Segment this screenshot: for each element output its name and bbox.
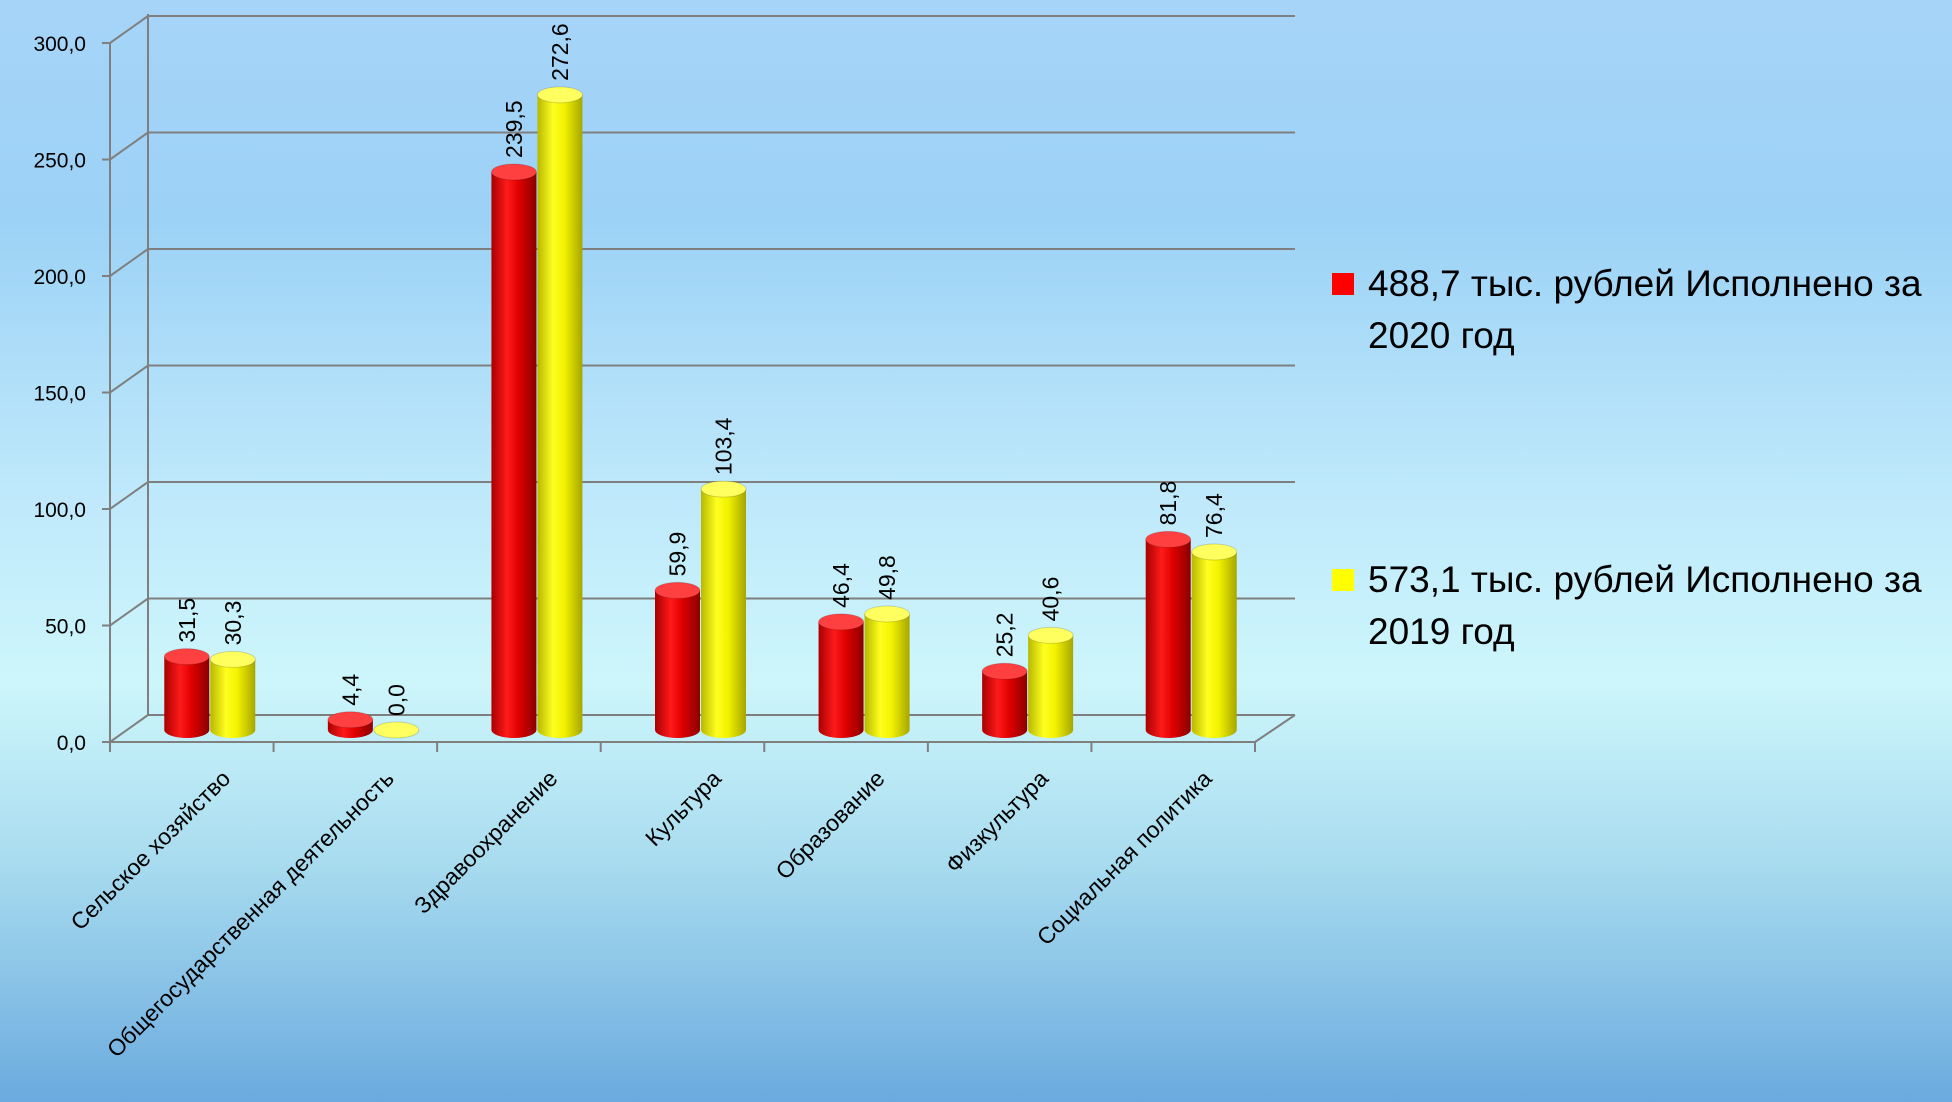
y-tick-label: 50,0 <box>45 616 86 639</box>
bar-body <box>1028 635 1074 738</box>
bar <box>864 605 911 738</box>
data-label: 49,8 <box>874 555 900 600</box>
y-tick-label: 200,0 <box>33 266 86 289</box>
bar <box>654 581 701 738</box>
bar-body <box>537 94 583 739</box>
bar <box>209 650 256 738</box>
bar-top <box>1145 530 1192 548</box>
bar <box>700 480 747 738</box>
bar <box>1145 530 1192 738</box>
legend-swatch-red <box>1332 273 1354 295</box>
legend-label-2019: 573,1 тыс. рублей Исполнено за 2019 год <box>1368 559 1922 652</box>
y-tick-label: 300,0 <box>33 33 86 56</box>
y-tick-label: 250,0 <box>33 150 86 173</box>
x-tick-label: Сельское хозяйство <box>65 765 235 935</box>
bar-top <box>1191 543 1238 561</box>
bar-body <box>701 489 746 738</box>
bar-body <box>491 171 537 739</box>
bar-body <box>655 590 700 738</box>
bar-top <box>654 581 701 599</box>
bar <box>490 163 537 739</box>
data-label: 81,8 <box>1155 481 1181 526</box>
data-label: 4,4 <box>337 674 363 706</box>
bar <box>1027 626 1074 738</box>
legend-swatch-yellow <box>1332 569 1354 591</box>
bar-top <box>864 605 911 623</box>
x-tick-label: Культура <box>640 765 726 851</box>
x-tick-label: Образование <box>770 765 889 884</box>
x-tick-label: Физкультура <box>940 765 1053 878</box>
y-tick-label: 100,0 <box>33 499 86 522</box>
bar <box>536 86 583 739</box>
gridline-side <box>109 714 149 743</box>
bar-top <box>373 721 420 739</box>
data-label: 46,4 <box>828 563 854 608</box>
data-label: 272,6 <box>547 23 573 81</box>
bar <box>327 711 374 738</box>
floor-edge <box>1254 714 1296 743</box>
legend-item-2019: 573,1 тыс. рублей Исполнено за 2019 год <box>1332 554 1952 658</box>
bar-top <box>209 650 256 668</box>
data-label: 103,4 <box>711 417 737 475</box>
legend: 488,7 тыс. рублей Исполнено за 2020 год <box>1332 258 1952 362</box>
gridline-side <box>109 131 149 161</box>
bar-body <box>982 671 1028 738</box>
data-label: 40,6 <box>1038 577 1064 622</box>
gridline-side <box>109 364 149 394</box>
bars <box>163 86 1238 739</box>
gridline-side <box>109 481 149 510</box>
axes: 0,0 50,0 100,0 150,0 200,0 250,0 300,0 <box>33 14 1296 755</box>
legend-item-2020: 488,7 тыс. рублей Исполнено за 2020 год <box>1332 258 1952 362</box>
bar <box>981 662 1028 738</box>
bar-top <box>818 613 865 631</box>
bar-top <box>981 662 1028 680</box>
x-tick-label: Здравоохранение <box>409 765 563 919</box>
bar <box>373 721 420 739</box>
bar <box>1191 543 1238 738</box>
bar-top <box>490 163 537 181</box>
gridline-side <box>109 597 149 627</box>
legend-label-2020: 488,7 тыс. рублей Исполнено за 2020 год <box>1368 263 1922 356</box>
data-label: 59,9 <box>665 532 691 577</box>
data-label: 31,5 <box>174 598 200 643</box>
data-label: 76,4 <box>1201 493 1227 538</box>
y-tick-label: 150,0 <box>33 383 86 406</box>
data-label: 239,5 <box>501 100 527 158</box>
y-tick-label: 0,0 <box>57 732 86 755</box>
legend-2019: 573,1 тыс. рублей Исполнено за 2019 год <box>1332 554 1952 658</box>
bar-top <box>327 711 374 729</box>
bar-body <box>1145 539 1191 738</box>
bar-body <box>818 621 864 738</box>
bar <box>818 613 865 738</box>
data-label: 0,0 <box>383 684 409 716</box>
x-tick-label: Общегосударственная деятельность <box>102 765 399 1062</box>
data-label: 25,2 <box>992 613 1018 658</box>
bar-top <box>163 648 210 666</box>
bar-body <box>1191 551 1237 738</box>
bar-body <box>164 656 210 738</box>
bar-body <box>210 659 256 738</box>
bar-top <box>1027 626 1074 644</box>
gridline-side <box>109 15 149 44</box>
gridline-side <box>109 248 149 277</box>
bar <box>163 648 210 738</box>
data-label: 30,3 <box>220 601 246 646</box>
bar-body <box>864 613 910 738</box>
x-tick-label: Социальная политика <box>1032 765 1217 950</box>
bar-top <box>700 480 747 498</box>
bar-top <box>536 86 583 104</box>
